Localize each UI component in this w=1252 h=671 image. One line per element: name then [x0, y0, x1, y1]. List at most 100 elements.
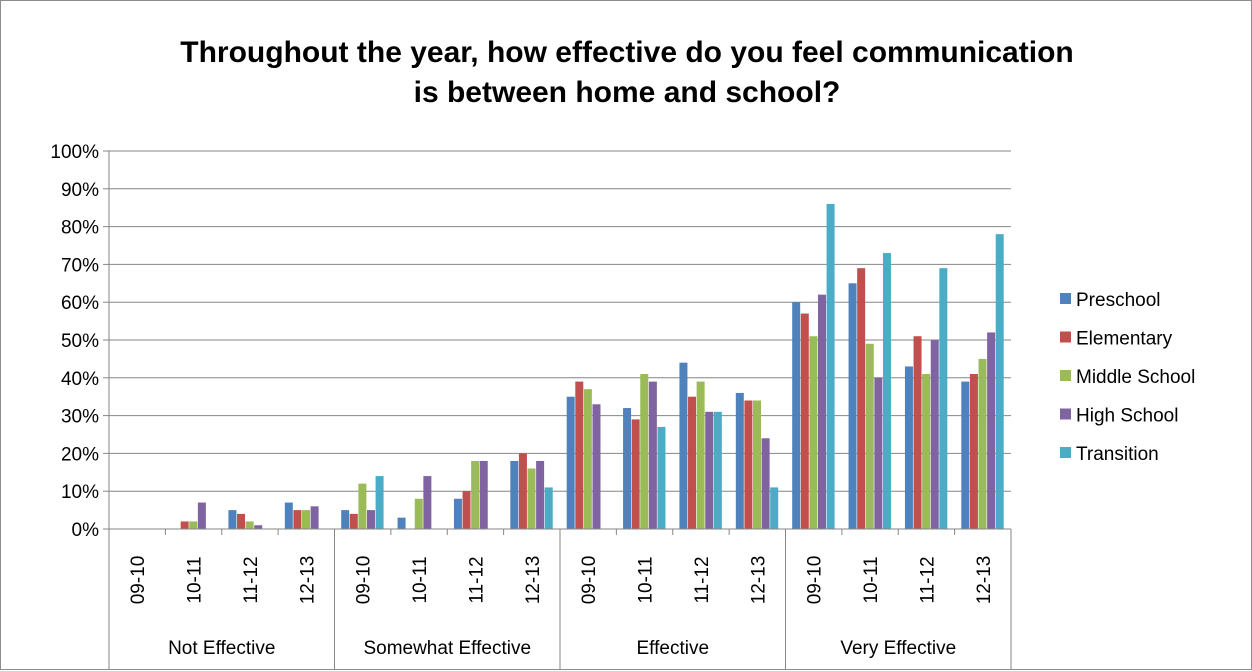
y-tick-label: 90% [61, 180, 99, 201]
chart-title-line-2: is between home and school? [414, 76, 841, 109]
chart-title-line-1: Throughout the year, how effective do yo… [180, 36, 1073, 69]
bar [792, 302, 801, 529]
bar [358, 483, 367, 529]
bar [414, 498, 423, 529]
legend-swatch [1060, 331, 1071, 343]
bar [744, 400, 753, 529]
bar [518, 453, 527, 529]
x-subcategory-label: 11-12 [466, 556, 487, 603]
x-group-label: Very Effective [840, 638, 956, 659]
y-tick-label: 70% [61, 255, 99, 276]
bar [583, 389, 592, 529]
bar [713, 411, 722, 529]
x-subcategory-label: 11-12 [241, 556, 262, 603]
bar [566, 396, 575, 529]
x-group-label: Effective [636, 638, 709, 659]
bar [826, 203, 835, 530]
legend: Preschool Elementary Middle School High Sch… [1060, 290, 1195, 465]
bar [753, 400, 762, 529]
bar [375, 476, 384, 529]
bar [623, 408, 632, 529]
bar [648, 381, 657, 529]
bar [969, 374, 978, 529]
x-subcategory-label: 11-12 [917, 556, 938, 603]
y-tick-label: 80% [61, 218, 99, 239]
legend-label: Middle School [1076, 367, 1195, 388]
bar [423, 476, 432, 529]
bar [471, 460, 480, 529]
legend-label: Transition [1076, 444, 1159, 465]
x-group-label: Not Effective [168, 638, 275, 659]
x-subcategory-label: 09-10 [354, 556, 375, 605]
bar [302, 510, 311, 529]
legend-swatch [1060, 408, 1071, 420]
bar [527, 468, 536, 529]
y-tick-label: 0% [72, 520, 100, 541]
x-subcategory-label: 10-11 [410, 556, 431, 603]
bar [284, 502, 293, 529]
x-subcategory-label: 09-10 [128, 556, 149, 605]
bar [770, 487, 779, 529]
bar [536, 460, 545, 529]
bar [479, 460, 488, 529]
bar [453, 498, 462, 529]
bar [857, 268, 866, 529]
bar [341, 510, 350, 529]
bar [978, 358, 987, 529]
y-tick-label: 10% [61, 482, 99, 503]
bar [189, 521, 198, 529]
x-subcategory-label: 12-13 [974, 556, 995, 605]
bar [592, 404, 601, 529]
bar [848, 283, 857, 529]
x-subcategory-label: 12-13 [748, 556, 769, 605]
bar [761, 438, 770, 529]
bar [922, 374, 931, 529]
bar [510, 460, 519, 529]
bar [397, 517, 406, 529]
y-tick-label: 100% [50, 142, 99, 163]
bar [904, 366, 913, 529]
bar [657, 426, 666, 529]
legend-swatch [1060, 293, 1071, 304]
bar [987, 332, 996, 529]
bar [930, 340, 939, 529]
bar [245, 521, 254, 529]
bar [961, 381, 970, 529]
bar [679, 362, 688, 529]
x-subcategory-label: 10-11 [636, 556, 657, 603]
y-tick-label: 60% [61, 293, 99, 314]
bar [809, 336, 818, 529]
bar [800, 313, 809, 529]
bar [254, 525, 263, 529]
bar [696, 381, 705, 529]
y-tick-label: 50% [61, 331, 99, 352]
axes: 0% 10% 20% 30% 40% 50% 60% 70% 80% 90% 100% 09-10 10… [50, 142, 1012, 669]
bar [366, 510, 375, 529]
y-tick-label: 40% [61, 369, 99, 390]
bar [197, 502, 206, 529]
gridlines [109, 150, 1011, 492]
bar [293, 510, 302, 529]
bar [310, 506, 319, 529]
bar [640, 374, 649, 529]
y-tick-label: 20% [61, 444, 99, 465]
bar [180, 521, 189, 529]
bar [817, 294, 826, 529]
bar [865, 343, 874, 529]
legend-swatch [1060, 370, 1071, 381]
x-subcategory-label: 12-13 [297, 556, 318, 605]
bar [462, 491, 471, 529]
bar [913, 336, 922, 529]
legend-label: Preschool [1076, 290, 1161, 311]
x-subcategory-label: 09-10 [579, 556, 600, 605]
bar [874, 377, 883, 529]
bar [939, 268, 948, 529]
bar [228, 510, 237, 529]
bar [688, 396, 697, 529]
x-subcategory-label: 10-11 [185, 556, 206, 603]
bar [882, 253, 891, 529]
x-subcategory-label: 09-10 [805, 556, 826, 605]
y-tick-label: 30% [61, 407, 99, 428]
